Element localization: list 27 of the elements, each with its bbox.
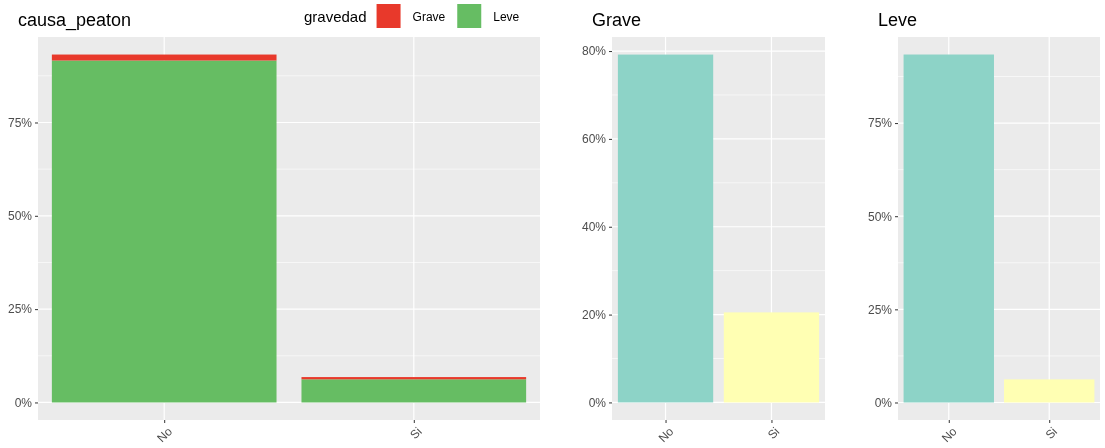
y-tick-label: 25% xyxy=(867,302,893,317)
x-tick-label: No xyxy=(655,424,677,446)
legend-label: Grave xyxy=(412,10,446,24)
y-tick-label: 20% xyxy=(581,307,607,322)
bar xyxy=(51,54,277,61)
y-tick-label: 0% xyxy=(588,395,607,410)
y-tick-label: 50% xyxy=(7,209,33,224)
x-tick-label: Si xyxy=(407,424,425,442)
legend-title: gravedad xyxy=(304,8,367,25)
y-tick-label: 75% xyxy=(867,116,893,131)
y-tick-label: 0% xyxy=(14,395,33,410)
chart-title: Grave xyxy=(592,10,642,30)
x-tick-label: No xyxy=(154,424,176,446)
bar xyxy=(301,379,527,403)
y-tick-label: 60% xyxy=(581,132,607,147)
y-tick-label: 40% xyxy=(581,220,607,235)
y-tick-label: 25% xyxy=(7,302,33,317)
y-tick-label: 0% xyxy=(874,395,893,410)
x-tick-label: Si xyxy=(1042,424,1061,442)
x-tick-label: Si xyxy=(764,424,783,442)
y-tick-label: 80% xyxy=(581,44,607,59)
y-tick-label: 50% xyxy=(867,209,893,224)
chart-title: causa_peaton xyxy=(18,10,132,31)
y-tick-label: 75% xyxy=(7,115,33,130)
chart-title: Leve xyxy=(878,10,918,30)
x-tick-label: No xyxy=(938,424,960,446)
legend-label: Leve xyxy=(493,10,520,24)
